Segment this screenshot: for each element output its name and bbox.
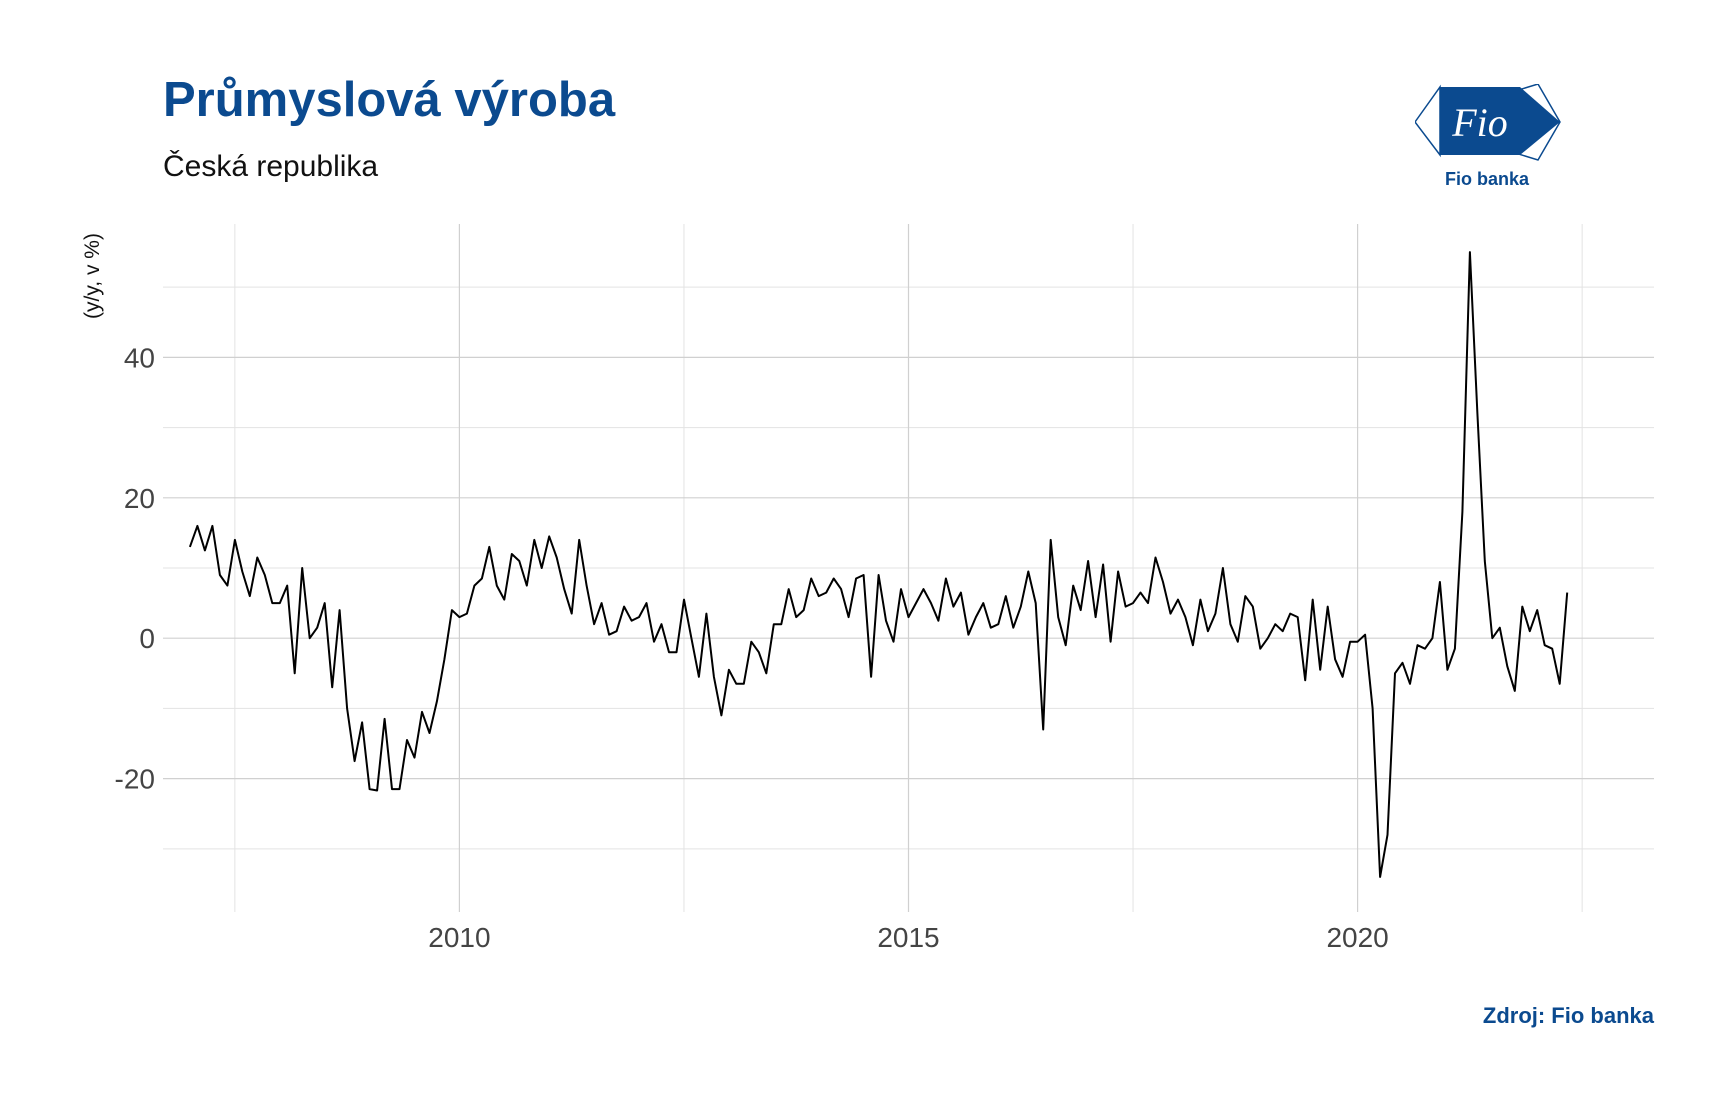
grid-major bbox=[163, 224, 1654, 912]
y-tick-label: 40 bbox=[124, 342, 155, 373]
y-tick-labels: -20 0 20 40 bbox=[115, 342, 155, 794]
x-tick-label: 2010 bbox=[428, 922, 490, 953]
logo-caption: Fio banka bbox=[1445, 169, 1530, 189]
x-tick-label: 2015 bbox=[877, 922, 939, 953]
series-line-industrial-production bbox=[188, 251, 1569, 878]
chart-title: Průmyslová výroba bbox=[163, 73, 616, 127]
y-tick-label: 20 bbox=[124, 483, 155, 514]
x-tick-labels: 2010 2015 2020 bbox=[428, 922, 1388, 953]
source-note: Zdroj: Fio banka bbox=[1482, 1003, 1654, 1028]
chart-subtitle: Česká republika bbox=[163, 150, 379, 183]
y-axis-label: (y/y, v %) bbox=[81, 233, 104, 319]
x-tick-label: 2020 bbox=[1326, 922, 1388, 953]
y-tick-label: 0 bbox=[139, 623, 155, 654]
fio-banka-logo: Fio Fio banka bbox=[1412, 83, 1575, 194]
y-tick-label: -20 bbox=[115, 764, 155, 795]
logo-wordmark: Fio bbox=[1451, 100, 1508, 145]
